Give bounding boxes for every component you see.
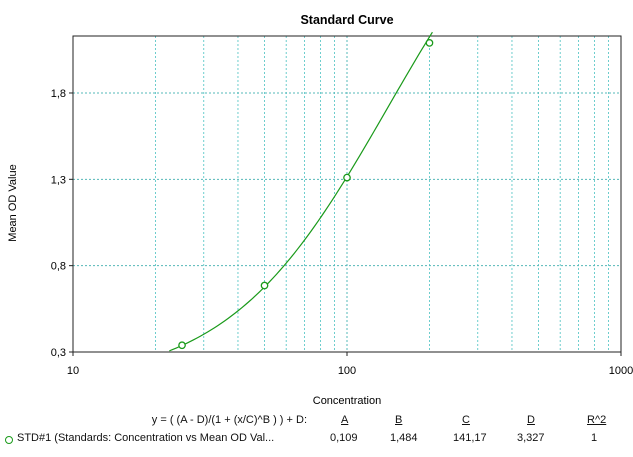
y-tick-label: 1,3 <box>51 174 66 186</box>
data-point <box>343 173 351 182</box>
param-header-b: B <box>395 414 403 426</box>
series-label: STD#1 (Standards: Concentration vs Mean … <box>17 432 275 444</box>
data-point <box>178 341 186 350</box>
param-header-a: A <box>341 414 349 426</box>
param-header-r2: R^2 <box>587 414 607 426</box>
standard-curve-chart: Standard Curve 10 100 1000 0,3 0,8 1,3 1,8 Co… <box>7 13 633 407</box>
x-axis-label: Concentration <box>313 395 382 407</box>
legend-series-row: STD#1 (Standards: Concentration vs Mean … <box>0 432 633 448</box>
fit-curve-line <box>169 31 433 352</box>
param-value-a: 0,109 <box>330 432 358 444</box>
data-point <box>425 39 434 47</box>
param-header-c: C <box>462 414 470 426</box>
param-value-b: 1,484 <box>390 432 418 444</box>
fit-equation: y = ( (A - D)/(1 + (x/C)^B ) ) + D: <box>151 414 307 426</box>
grid-lines <box>73 36 621 352</box>
legend-header-row: y = ( (A - D)/(1 + (x/C)^B ) ) + D: A B … <box>0 414 633 430</box>
param-header-d: D <box>527 414 535 426</box>
x-tick-label: 100 <box>338 365 356 377</box>
data-point <box>260 281 269 290</box>
data-points-layer <box>178 39 434 350</box>
chart-title: Standard Curve <box>300 13 393 27</box>
y-tick-label: 0,8 <box>51 261 66 273</box>
param-value-d: 3,327 <box>517 432 545 444</box>
param-value-r2: 1 <box>591 432 598 444</box>
legend-table: y = ( (A - D)/(1 + (x/C)^B ) ) + D: A B … <box>0 414 633 456</box>
y-axis-ticks: 0,3 0,8 1,3 1,8 <box>51 88 73 359</box>
y-tick-label: 0,3 <box>51 347 66 359</box>
x-tick-label: 1000 <box>609 365 633 377</box>
param-value-c: 141,17 <box>453 432 487 444</box>
x-tick-label: 10 <box>67 365 79 377</box>
series-marker-icon <box>5 436 13 444</box>
x-axis-ticks: 10 100 1000 <box>67 352 633 377</box>
fit-curve-layer <box>169 31 433 352</box>
y-axis-label: Mean OD Value <box>7 164 19 241</box>
y-tick-label: 1,8 <box>51 88 66 100</box>
